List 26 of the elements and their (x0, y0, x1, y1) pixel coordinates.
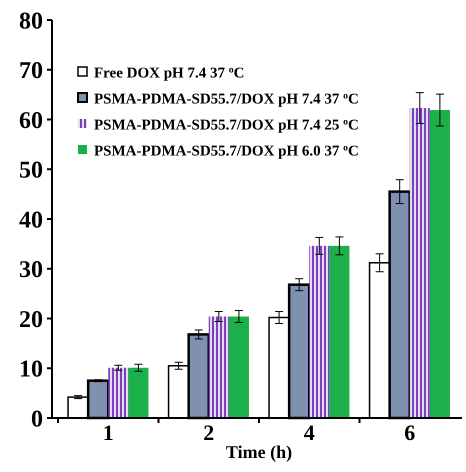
y-tick-label: 60 (19, 108, 43, 134)
legend-label: PSMA-PDMA-SD55.7/DOX pH 7.4 37 $^{o}$C (94, 90, 359, 108)
bar (329, 246, 350, 418)
y-tick-label: 80 (19, 8, 43, 34)
legend-label: PSMA-PDMA-SD55.7/DOX pH 6.0 37 $^{o}$C (94, 142, 359, 160)
bar (108, 368, 128, 418)
bar (430, 110, 450, 418)
y-tick-label: 0 (31, 406, 43, 432)
y-tick-label: 10 (19, 356, 43, 383)
y-tick-label: 50 (19, 158, 43, 184)
x-axis-title: Time (h) (226, 442, 292, 462)
y-tick-label: 30 (19, 257, 43, 284)
legend-label: Free DOX pH 7.4 37 $^{o}$C (94, 64, 244, 82)
x-tick-label: 6 (404, 420, 416, 445)
bar (309, 246, 330, 418)
x-tick-label: 4 (304, 420, 315, 445)
bar (128, 368, 148, 418)
bar (228, 316, 249, 418)
bar (208, 316, 229, 418)
legend-label: PSMA-PDMA-SD55.7/DOX pH 7.4 25 $^{o}$C (94, 116, 359, 134)
x-tick-label: 2 (203, 420, 214, 445)
y-tick-label: 20 (19, 306, 43, 333)
bar (410, 108, 430, 418)
y-tick-label: 40 (19, 207, 43, 234)
x-tick-label: 1 (102, 420, 114, 445)
y-tick-label: 70 (19, 58, 43, 84)
